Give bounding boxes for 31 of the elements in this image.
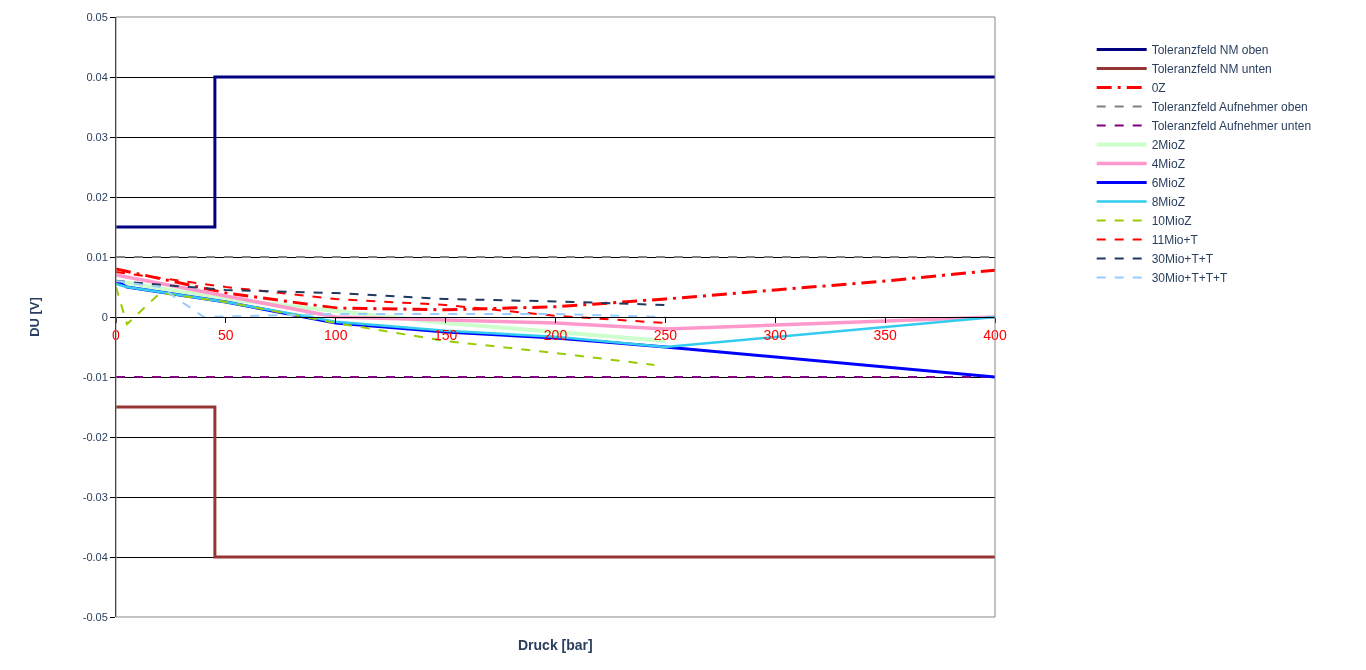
legend-label: 30Mio+T+T+T <box>1151 271 1229 286</box>
x-tick-label: 100 <box>324 326 348 343</box>
y-tick-label: -0.02 <box>82 430 108 443</box>
y-tick-label: 0.03 <box>86 130 108 143</box>
legend-label: 2MioZ <box>1151 138 1186 153</box>
legend-label: Toleranzfeld NM unten <box>1151 62 1272 77</box>
legend-label: 0Z <box>1151 81 1166 96</box>
x-tick-label: 350 <box>873 326 898 343</box>
y-tick-label: 0.04 <box>86 70 108 83</box>
legend-label: 6MioZ <box>1151 176 1186 191</box>
legend-label: 10MioZ <box>1151 214 1192 229</box>
legend-label: Toleranzfeld Aufnehmer oben <box>1151 100 1308 115</box>
y-tick-label: -0.05 <box>82 610 108 623</box>
x-tick-label: 50 <box>218 326 234 343</box>
y-axis-title: DU [V] <box>26 297 42 337</box>
x-tick-label: 250 <box>653 326 678 343</box>
y-tick-label: 0.02 <box>86 190 108 203</box>
legend-label: 8MioZ <box>1151 195 1186 210</box>
y-tick-label: -0.03 <box>82 490 108 503</box>
legend-label: Toleranzfeld Aufnehmer unten <box>1151 119 1312 134</box>
x-tick-label: 400 <box>983 326 1007 343</box>
y-tick-label: 0.05 <box>86 10 108 23</box>
legend-label: Toleranzfeld NM oben <box>1151 43 1269 58</box>
y-tick-label: -0.01 <box>82 370 108 383</box>
y-tick-label: -0.04 <box>82 550 108 563</box>
y-tick-label: 0.01 <box>86 250 108 263</box>
x-axis-title: Druck [bar] <box>518 637 593 653</box>
legend-label: 11Mio+T <box>1151 233 1199 248</box>
legend-label: 30Mio+T+T <box>1151 252 1214 267</box>
legend-label: 4MioZ <box>1151 157 1186 172</box>
y-tick-label: 0 <box>101 310 108 323</box>
